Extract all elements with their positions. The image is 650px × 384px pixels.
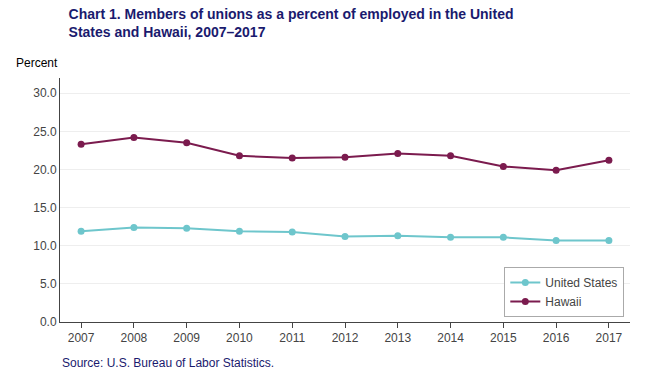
svg-text:Hawaii: Hawaii bbox=[545, 295, 581, 309]
svg-text:Source: U.S. Bureau of Labor S: Source: U.S. Bureau of Labor Statistics. bbox=[62, 356, 274, 370]
svg-text:30.0: 30.0 bbox=[33, 86, 57, 100]
svg-text:2016: 2016 bbox=[543, 331, 570, 345]
svg-text:15.0: 15.0 bbox=[33, 201, 57, 215]
svg-text:2011: 2011 bbox=[279, 331, 305, 345]
svg-text:5.0: 5.0 bbox=[40, 277, 57, 291]
svg-text:Percent: Percent bbox=[16, 56, 58, 70]
svg-text:25.0: 25.0 bbox=[33, 125, 57, 139]
svg-text:10.0: 10.0 bbox=[33, 239, 57, 253]
svg-text:Chart 1. Members of unions as: Chart 1. Members of unions as a percent … bbox=[69, 6, 518, 40]
svg-text:0.0: 0.0 bbox=[40, 315, 57, 329]
svg-text:2010: 2010 bbox=[226, 331, 253, 345]
svg-text:2015: 2015 bbox=[490, 331, 517, 345]
svg-text:2014: 2014 bbox=[437, 331, 464, 345]
svg-text:2009: 2009 bbox=[173, 331, 200, 345]
svg-text:2013: 2013 bbox=[384, 331, 411, 345]
svg-text:2008: 2008 bbox=[121, 331, 148, 345]
svg-text:2007: 2007 bbox=[68, 331, 95, 345]
svg-text:United States: United States bbox=[545, 276, 617, 290]
svg-text:2012: 2012 bbox=[332, 331, 359, 345]
svg-text:2017: 2017 bbox=[596, 331, 623, 345]
svg-text:20.0: 20.0 bbox=[33, 163, 57, 177]
